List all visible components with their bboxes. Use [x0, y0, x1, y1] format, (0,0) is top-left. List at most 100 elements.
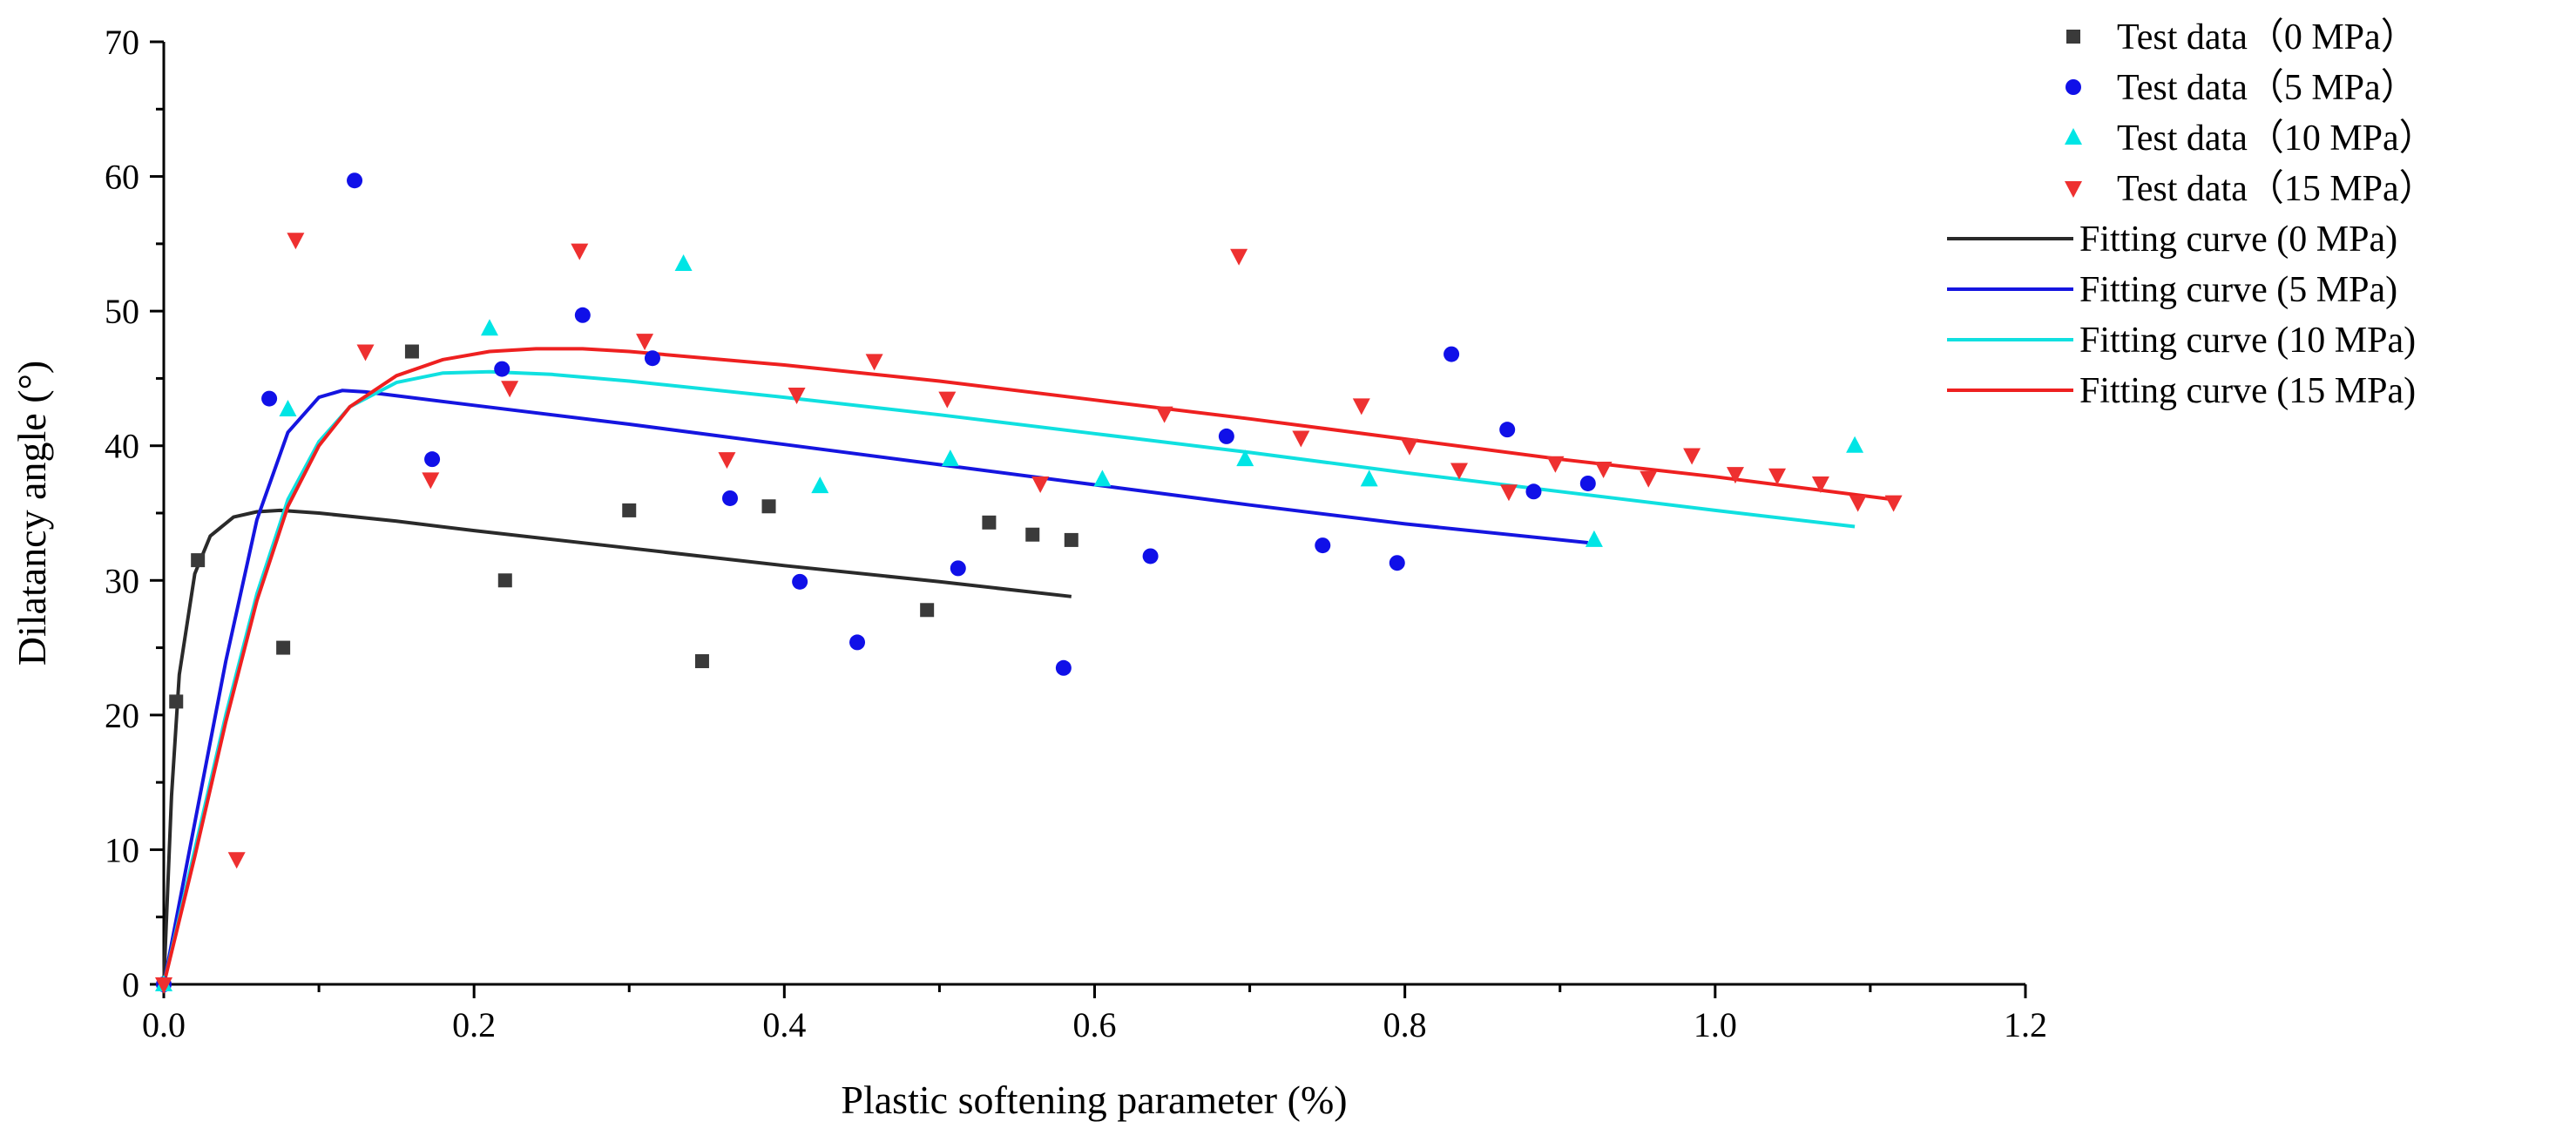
point-test-data-10-mpa-8	[1360, 470, 1378, 487]
point-test-data-0-mpa-1	[169, 694, 184, 709]
point-test-data-5-mpa-2	[347, 172, 363, 189]
point-test-data-10-mpa-2	[480, 319, 498, 336]
point-test-data-5-mpa-16	[1444, 346, 1460, 362]
fit-curves	[162, 347, 1894, 985]
point-test-data-15-mpa-22	[1640, 470, 1658, 488]
y-tick-label-1: 10	[105, 830, 139, 869]
point-test-data-5-mpa-8	[792, 573, 808, 590]
point-test-data-5-mpa-15	[1389, 555, 1405, 571]
x-tick-label-2: 0.4	[762, 1005, 806, 1044]
point-test-data-0-mpa-9	[920, 603, 935, 618]
point-test-data-5-mpa-4	[494, 361, 510, 377]
point-test-data-5-mpa-9	[849, 634, 866, 651]
point-test-data-15-mpa-27	[1849, 495, 1867, 512]
legend-label-fitting-curve-0-mpa: Fitting curve (0 MPa)	[2079, 220, 2397, 260]
x-tick-label-6: 1.2	[2004, 1005, 2047, 1044]
point-test-data-15-mpa-11	[938, 391, 957, 409]
point-test-data-5-mpa-1	[261, 390, 278, 407]
point-test-data-15-mpa-13	[1155, 406, 1173, 423]
point-test-data-15-mpa-24	[1726, 467, 1744, 484]
point-test-data-10-mpa-10	[1846, 436, 1864, 453]
point-test-data-15-mpa-16	[1352, 398, 1370, 416]
point-test-data-15-mpa-28	[1884, 495, 1903, 512]
point-test-data-5-mpa-12	[1142, 548, 1159, 564]
point-test-data-10-mpa-3	[674, 254, 693, 272]
y-tick-label-7: 70	[105, 23, 139, 62]
point-test-data-0-mpa-6	[622, 503, 637, 517]
point-test-data-5-mpa-18	[1525, 483, 1542, 500]
point-test-data-5-mpa-17	[1499, 422, 1516, 438]
point-test-data-0-mpa-10	[982, 515, 997, 530]
point-test-data-0-mpa-4	[404, 344, 419, 359]
y-ticks: 0 10 20 30 40 50 60 70	[105, 23, 164, 1004]
point-test-data-15-mpa-15	[1292, 430, 1310, 448]
point-test-data-15-mpa-18	[1450, 463, 1468, 480]
y-tick-label-5: 50	[105, 292, 139, 331]
x-ticks: 0.0 0.2 0.4 0.6 0.8 1.0 1.2	[142, 984, 2047, 1044]
point-test-data-15-mpa-10	[865, 354, 883, 371]
point-test-data-10-mpa-4	[811, 476, 829, 494]
point-test-data-5-mpa-13	[1218, 428, 1234, 444]
legend-marker-test-data-10-mpa	[2065, 128, 2082, 145]
x-tick-label-0: 0.0	[142, 1005, 186, 1044]
point-test-data-5-mpa-7	[722, 490, 739, 506]
point-test-data-10-mpa-9	[1585, 530, 1603, 547]
point-test-data-15-mpa-5	[501, 381, 519, 398]
legend-marker-test-data-0-mpa	[2066, 30, 2080, 44]
point-test-data-15-mpa-2	[287, 233, 305, 250]
y-tick-label-6: 60	[105, 158, 139, 197]
point-test-data-5-mpa-5	[574, 307, 591, 323]
point-test-data-15-mpa-20	[1546, 456, 1565, 473]
point-test-data-15-mpa-1	[227, 852, 246, 869]
point-test-data-15-mpa-26	[1811, 476, 1829, 493]
point-test-data-0-mpa-11	[1025, 527, 1040, 542]
point-test-data-5-mpa-19	[1579, 475, 1596, 491]
point-test-data-10-mpa-1	[279, 399, 297, 416]
fit-curve-fitting-curve-0-mpa	[162, 508, 1072, 985]
point-test-data-0-mpa-3	[276, 640, 291, 655]
point-test-data-5-mpa-6	[644, 350, 660, 367]
point-test-data-5-mpa-14	[1315, 537, 1331, 554]
point-test-data-15-mpa-6	[571, 243, 589, 260]
legend: Test data（0 MPa） Test data（5 MPa） Test dat…	[1947, 17, 2436, 411]
y-tick-label-3: 30	[105, 561, 139, 600]
legend-label-fitting-curve-15-mpa: Fitting curve (15 MPa)	[2079, 371, 2416, 411]
legend-label-test-data-10-mpa: Test data（10 MPa）	[2117, 118, 2436, 159]
point-test-data-10-mpa-7	[1236, 449, 1254, 467]
markers	[155, 172, 1903, 994]
point-test-data-15-mpa-8	[718, 452, 736, 470]
point-test-data-15-mpa-21	[1594, 461, 1613, 478]
point-test-data-15-mpa-23	[1683, 448, 1701, 465]
point-test-data-15-mpa-12	[1031, 476, 1050, 493]
legend-marker-test-data-15-mpa	[2065, 181, 2082, 198]
y-tick-label-0: 0	[122, 965, 139, 1004]
point-test-data-0-mpa-12	[1064, 532, 1078, 547]
x-tick-label-4: 0.8	[1383, 1005, 1427, 1044]
point-test-data-10-mpa-5	[941, 449, 959, 467]
point-test-data-15-mpa-14	[1230, 248, 1248, 266]
point-test-data-10-mpa-6	[1093, 470, 1112, 487]
point-test-data-0-mpa-5	[497, 573, 512, 588]
legend-marker-test-data-5-mpa	[2066, 79, 2081, 95]
x-axis-label: Plastic softening parameter (%)	[841, 1078, 1347, 1122]
y-axis-label: Dilatancy angle (°)	[10, 361, 54, 666]
legend-label-fitting-curve-5-mpa: Fitting curve (5 MPa)	[2079, 270, 2397, 310]
point-test-data-0-mpa-8	[761, 499, 776, 514]
point-test-data-15-mpa-25	[1768, 468, 1787, 485]
point-test-data-0-mpa-7	[694, 654, 709, 669]
point-test-data-5-mpa-11	[1055, 659, 1072, 676]
point-test-data-5-mpa-3	[424, 451, 441, 468]
point-test-data-15-mpa-7	[636, 334, 654, 351]
fit-curve-fitting-curve-5-mpa	[162, 389, 1589, 985]
point-test-data-0-mpa-2	[191, 553, 206, 568]
legend-label-test-data-5-mpa: Test data（5 MPa）	[2117, 68, 2417, 108]
fit-curve-fitting-curve-15-mpa	[162, 347, 1894, 985]
x-tick-label-1: 0.2	[452, 1005, 496, 1044]
point-test-data-15-mpa-0	[155, 977, 172, 994]
point-test-data-15-mpa-9	[788, 387, 806, 404]
point-test-data-5-mpa-10	[950, 560, 966, 577]
point-test-data-15-mpa-19	[1499, 484, 1518, 502]
point-test-data-15-mpa-3	[356, 344, 375, 362]
x-tick-label-3: 0.6	[1073, 1005, 1117, 1044]
